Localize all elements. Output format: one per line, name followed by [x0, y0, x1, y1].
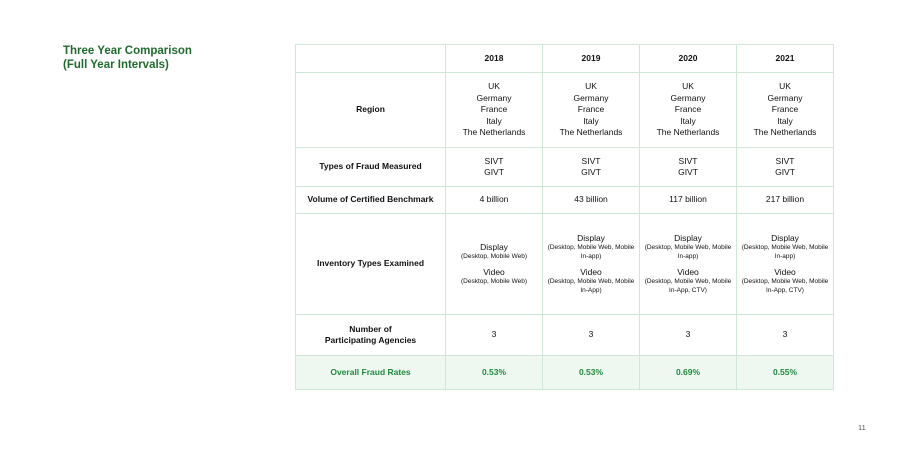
- region-item: Germany: [670, 92, 706, 103]
- inventory-video: Video: [677, 267, 699, 277]
- region-item: UK: [779, 81, 791, 92]
- region-item: Italy: [583, 115, 599, 126]
- volume-cell-2020: 117 billion: [639, 186, 737, 214]
- region-cell-2020: UK Germany France Italy The Netherlands: [639, 72, 737, 148]
- region-item: UK: [682, 81, 694, 92]
- region-item: UK: [585, 81, 597, 92]
- region-item: Italy: [777, 115, 793, 126]
- year-2018-header: 2018: [445, 44, 543, 73]
- agencies-label-line-2: Participating Agencies: [324, 335, 417, 345]
- fraud-rates-row: Overall Fraud Rates 0.53% 0.53% 0.69% 0.…: [295, 355, 834, 390]
- region-item: France: [771, 104, 799, 115]
- inventory-display-detail: (Desktop, Mobile Web, Mobile In-app): [741, 244, 829, 260]
- header-empty-cell: [295, 44, 446, 73]
- fraud-type-item: SIVT: [678, 155, 698, 166]
- inventory-video-detail: (Desktop, Mobile Web): [461, 278, 527, 285]
- region-item: The Netherlands: [753, 127, 817, 138]
- region-cell-2021: UK Germany France Italy The Netherlands: [736, 72, 834, 148]
- inventory-cell-2020: Display (Desktop, Mobile Web, Mobile In-…: [639, 213, 737, 315]
- inventory-display-detail: (Desktop, Mobile Web): [461, 252, 527, 260]
- region-item: The Netherlands: [462, 127, 526, 138]
- fraud-types-cell-2020: SIVT GIVT: [639, 147, 737, 187]
- year-2020-header: 2020: [639, 44, 737, 73]
- region-item: The Netherlands: [656, 127, 720, 138]
- fraud-type-item: GIVT: [581, 167, 601, 177]
- fraud-type-item: GIVT: [484, 167, 504, 177]
- agencies-cell-2019: 3: [542, 314, 640, 356]
- region-item: The Netherlands: [559, 127, 623, 138]
- inventory-display-detail: (Desktop, Mobile Web, Mobile In-app): [644, 244, 732, 260]
- inventory-display-detail: (Desktop, Mobile Web, Mobile In-app): [547, 244, 635, 260]
- region-cell-2018: UK Germany France Italy The Netherlands: [445, 72, 543, 148]
- inventory-row: Inventory Types Examined Display (Deskto…: [295, 213, 834, 315]
- inventory-display: Display: [577, 233, 605, 243]
- region-label: Region: [295, 72, 446, 148]
- volume-row: Volume of Certified Benchmark 4 billion …: [295, 186, 834, 214]
- page-number: 11: [858, 423, 866, 432]
- title-line-2: (Full Year Intervals): [63, 59, 169, 71]
- region-item: France: [674, 104, 702, 115]
- inventory-display: Display: [480, 241, 508, 252]
- inventory-video: Video: [483, 267, 505, 277]
- fraud-types-cell-2021: SIVT GIVT: [736, 147, 834, 187]
- agencies-cell-2020: 3: [639, 314, 737, 356]
- inventory-label: Inventory Types Examined: [295, 213, 446, 315]
- region-item: UK: [488, 81, 500, 92]
- fraud-rate-cell-2019: 0.53%: [542, 355, 640, 390]
- page-title: Three Year Comparison (Full Year Interva…: [63, 44, 263, 72]
- fraud-rate-cell-2021: 0.55%: [736, 355, 834, 390]
- region-item: Italy: [486, 115, 502, 126]
- year-2019-header: 2019: [542, 44, 640, 73]
- header-row: 2018 2019 2020 2021: [295, 44, 834, 73]
- inventory-video: Video: [580, 267, 602, 277]
- inventory-video-detail: (Desktop, Mobile Web, Mobile In-App, CTV…: [741, 278, 829, 294]
- fraud-rate-cell-2018: 0.53%: [445, 355, 543, 390]
- year-2021-header: 2021: [736, 44, 834, 73]
- inventory-video-detail: (Desktop, Mobile Web, Mobile In-App, CTV…: [644, 278, 732, 294]
- region-row: Region UK Germany France Italy The Nethe…: [295, 72, 834, 148]
- inventory-cell-2019: Display (Desktop, Mobile Web, Mobile In-…: [542, 213, 640, 315]
- volume-cell-2021: 217 billion: [736, 186, 834, 214]
- agencies-label: Number of Participating Agencies: [295, 314, 446, 356]
- inventory-cell-2018: Display (Desktop, Mobile Web) Video (Des…: [445, 213, 543, 315]
- agencies-cell-2018: 3: [445, 314, 543, 356]
- fraud-types-row: Types of Fraud Measured SIVT GIVT SIVT G…: [295, 147, 834, 187]
- fraud-types-cell-2019: SIVT GIVT: [542, 147, 640, 187]
- region-item: France: [480, 104, 508, 115]
- comparison-table: 2018 2019 2020 2021 Region UK Germany Fr…: [295, 44, 834, 390]
- fraud-type-item: SIVT: [581, 155, 601, 166]
- region-cell-2019: UK Germany France Italy The Netherlands: [542, 72, 640, 148]
- agencies-cell-2021: 3: [736, 314, 834, 356]
- fraud-types-label: Types of Fraud Measured: [295, 147, 446, 187]
- agencies-label-line-1: Number of: [349, 323, 392, 334]
- volume-cell-2018: 4 billion: [445, 186, 543, 214]
- region-item: France: [577, 104, 605, 115]
- region-item: Germany: [476, 92, 512, 103]
- region-item: Germany: [767, 92, 803, 103]
- volume-cell-2019: 43 billion: [542, 186, 640, 214]
- inventory-video: Video: [774, 267, 796, 277]
- agencies-row: Number of Participating Agencies 3 3 3 3: [295, 314, 834, 356]
- inventory-cell-2021: Display (Desktop, Mobile Web, Mobile In-…: [736, 213, 834, 315]
- inventory-display: Display: [674, 233, 702, 243]
- region-item: Germany: [573, 92, 609, 103]
- fraud-type-item: GIVT: [775, 167, 795, 177]
- fraud-rate-cell-2020: 0.69%: [639, 355, 737, 390]
- volume-label: Volume of Certified Benchmark: [295, 186, 446, 214]
- fraud-types-cell-2018: SIVT GIVT: [445, 147, 543, 187]
- inventory-display: Display: [771, 233, 799, 243]
- inventory-video-detail: (Desktop, Mobile Web, Mobile In-App): [547, 278, 635, 294]
- title-line-1: Three Year Comparison: [63, 45, 192, 57]
- fraud-type-item: SIVT: [775, 155, 795, 166]
- fraud-rates-label: Overall Fraud Rates: [295, 355, 446, 390]
- region-item: Italy: [680, 115, 696, 126]
- fraud-type-item: GIVT: [678, 167, 698, 177]
- fraud-type-item: SIVT: [484, 155, 504, 166]
